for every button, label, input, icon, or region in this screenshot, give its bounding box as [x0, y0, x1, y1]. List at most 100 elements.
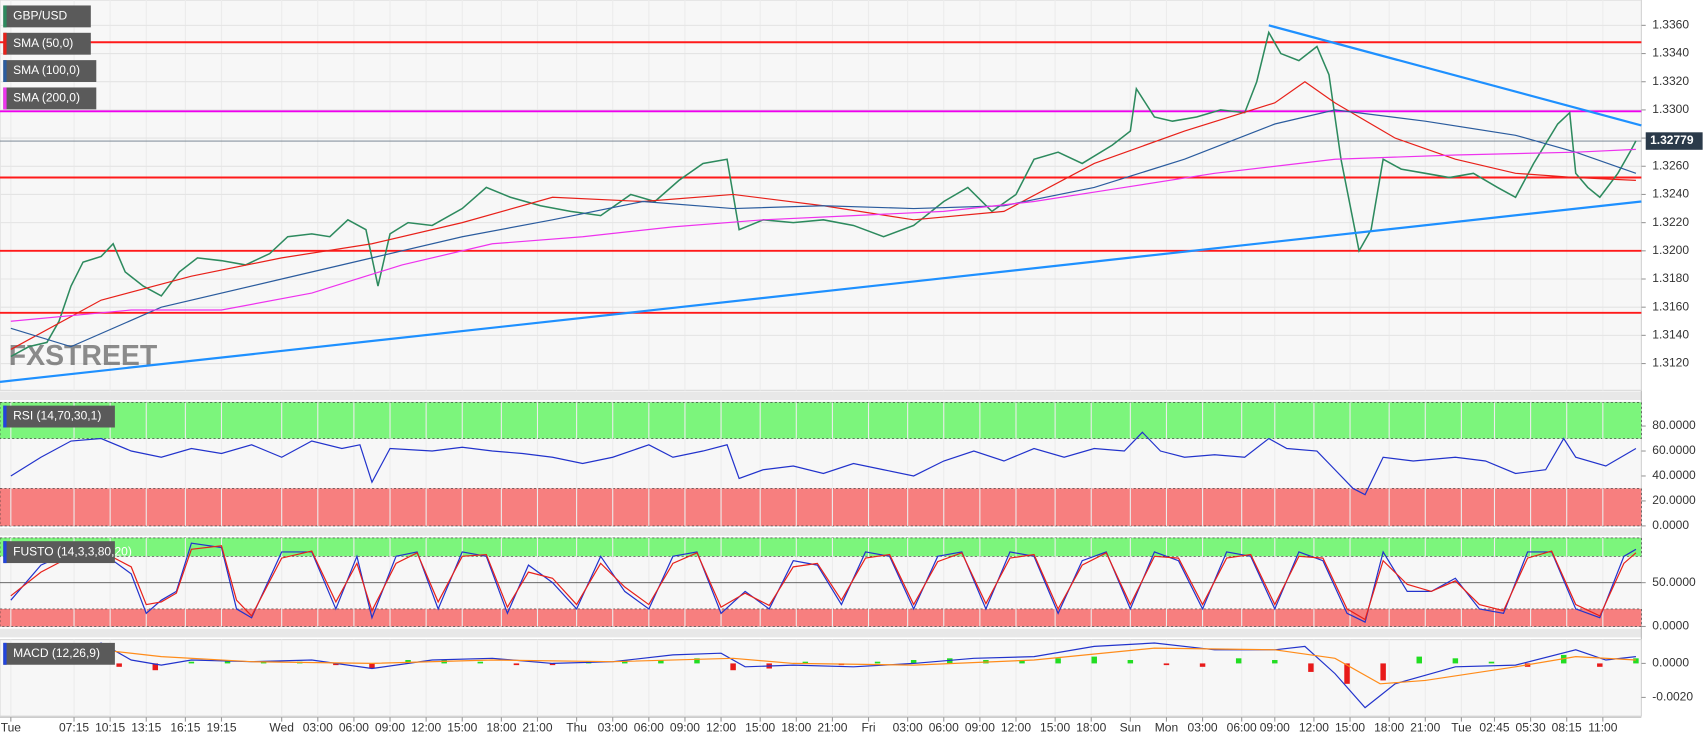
- histogram-bar: [152, 663, 159, 671]
- series-line: [10, 431, 1637, 496]
- histogram-bar: [1199, 663, 1206, 667]
- legend-box: [3, 32, 91, 55]
- histogram-bar: [477, 661, 484, 664]
- histogram-bar: [874, 661, 881, 664]
- legend-label: SMA (100,0): [13, 63, 80, 77]
- y-tick-label: 1.3220: [1652, 215, 1689, 229]
- x-tick-label: 11:00: [1588, 720, 1618, 734]
- series-line: [10, 80, 1636, 350]
- histogram-bar: [1452, 658, 1459, 664]
- histogram-bar: [694, 658, 700, 664]
- histogram-bar: [1308, 663, 1314, 672]
- histogram-bar: [1235, 658, 1242, 664]
- y-tick-label: 1.3320: [1652, 74, 1689, 88]
- trendline: [0, 200, 1642, 383]
- x-tick-label: 06:00: [634, 720, 664, 734]
- histogram-bar: [1416, 656, 1422, 664]
- last-price-label: 1.32779: [1650, 133, 1694, 147]
- x-tick-label: 21:00: [522, 720, 552, 734]
- x-tick-label: 15:00: [745, 720, 775, 734]
- indicator-label: MACD (12,26,9): [13, 646, 100, 660]
- indicator-label-strip: [3, 405, 7, 428]
- y-tick-label: 50.0000: [1652, 575, 1696, 589]
- histogram-bar: [1055, 658, 1061, 664]
- x-tick-label: 19:15: [206, 720, 236, 734]
- series-line: [10, 647, 1636, 685]
- y-tick-label: 1.3240: [1652, 187, 1689, 201]
- y-tick-label: 20.0000: [1652, 493, 1696, 507]
- last-price-box: [1645, 132, 1703, 150]
- x-tick-label: 12:00: [706, 720, 736, 734]
- y-tick-label: 1.3360: [1652, 18, 1689, 32]
- histogram-bar: [369, 663, 375, 669]
- x-tick-label: 18:00: [1374, 720, 1404, 734]
- series-line: [10, 30, 1637, 358]
- series-line: [10, 545, 1637, 621]
- legend-swatch: [3, 5, 7, 28]
- zone-band: [0, 608, 1642, 627]
- x-tick-label: Tue: [1, 720, 22, 734]
- legend-swatch: [3, 32, 7, 55]
- x-tick-label: 15:00: [1040, 720, 1070, 734]
- x-tick-label: 21:00: [817, 720, 847, 734]
- histogram-bar: [116, 663, 122, 667]
- histogram-bar: [1633, 658, 1639, 664]
- legend-box: [3, 60, 97, 82]
- zone-band: [0, 537, 1642, 557]
- histogram-bar: [1488, 661, 1495, 664]
- histogram-bar: [513, 663, 520, 666]
- panel-background: [0, 639, 1642, 717]
- x-tick-label: Thu: [566, 720, 587, 734]
- x-tick-label: 12:00: [1001, 720, 1031, 734]
- x-tick-label: 06:00: [1227, 720, 1257, 734]
- x-tick-label: 16:15: [170, 720, 200, 734]
- indicator-label-box: [3, 642, 115, 665]
- indicator-label-box: [3, 405, 115, 428]
- histogram-bar: [1597, 663, 1603, 667]
- y-tick-label: 1.3120: [1652, 356, 1689, 370]
- panel-separator: [0, 391, 1642, 401]
- zone-band: [0, 402, 1642, 439]
- series-line: [10, 109, 1637, 348]
- legend-swatch: [3, 60, 7, 82]
- x-tick-label: 03:00: [303, 720, 333, 734]
- indicator-label-strip: [3, 642, 7, 665]
- x-tick-label: 12:00: [411, 720, 441, 734]
- histogram-bar: [1127, 660, 1134, 664]
- series-line: [10, 148, 1636, 322]
- legend-label: SMA (200,0): [13, 91, 80, 105]
- x-tick-label: Sun: [1120, 720, 1141, 734]
- trendline: [1268, 24, 1642, 127]
- histogram-bar: [802, 661, 809, 664]
- x-tick-label: 03:00: [1188, 720, 1218, 734]
- x-tick-label: Tue: [1451, 720, 1472, 734]
- legend-box: [3, 5, 91, 28]
- histogram-bar: [224, 660, 231, 664]
- x-tick-label: 18:00: [1076, 720, 1106, 734]
- x-tick-label: Wed: [269, 720, 294, 734]
- x-tick-label: 09:00: [1260, 720, 1290, 734]
- y-tick-label: 1.3340: [1652, 46, 1689, 60]
- x-tick-label: Fri: [862, 720, 876, 734]
- legend-box: [3, 87, 97, 110]
- y-tick-label: 1.3180: [1652, 271, 1689, 285]
- y-tick-label: -0.0020: [1652, 690, 1693, 704]
- histogram-bar: [1019, 660, 1025, 664]
- histogram-bar: [260, 661, 267, 664]
- histogram-bar: [910, 660, 917, 664]
- x-tick-label: 05:30: [1516, 720, 1546, 734]
- x-tick-label: 18:00: [486, 720, 516, 734]
- histogram-bar: [730, 663, 736, 671]
- x-tick-label: 07:15: [59, 720, 89, 734]
- histogram-bar: [405, 660, 411, 664]
- x-tick-label: 06:00: [339, 720, 369, 734]
- indicator-label: RSI (14,70,30,1): [13, 409, 101, 423]
- y-tick-label: 1.3140: [1652, 328, 1689, 342]
- indicator-label: FUSTO (14,3,3,80,20): [13, 544, 132, 558]
- histogram-bar: [1163, 663, 1170, 666]
- x-tick-label: 15:00: [1335, 720, 1365, 734]
- histogram-bar: [188, 661, 195, 664]
- x-tick-label: 09:00: [375, 720, 405, 734]
